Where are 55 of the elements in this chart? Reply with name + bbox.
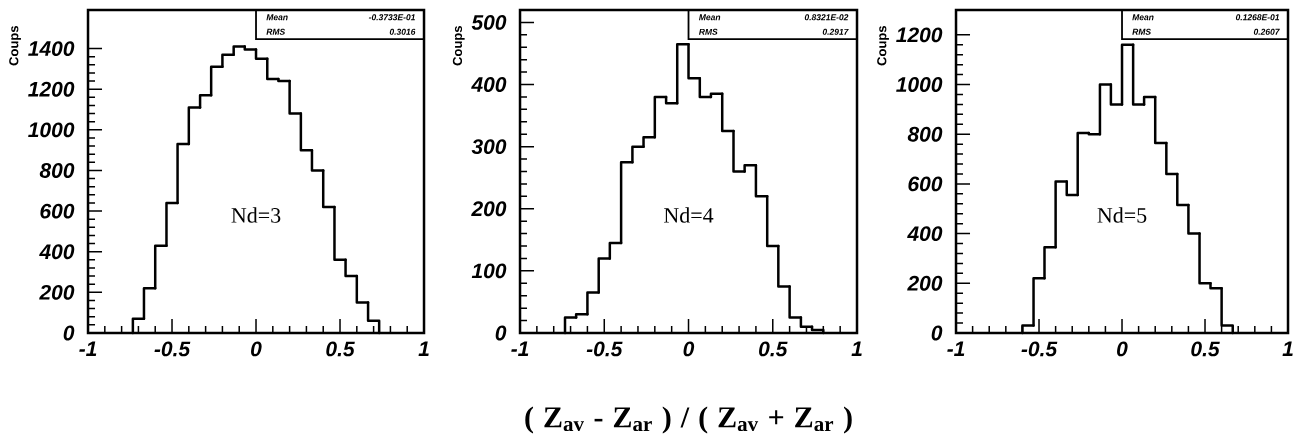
y-tick-label: 1000 bbox=[896, 77, 943, 92]
annotation: 0.2607 bbox=[1253, 28, 1280, 35]
y-tick-label: 0 bbox=[931, 325, 943, 341]
x-tick-label: 0 bbox=[251, 341, 262, 357]
text: ( Z$_{av}$ - Z$_{ar}$ ) / ( Z$_{av}$ + Z$_{ar}$ ) bbox=[525, 406, 852, 434]
annotation: 0.8321E-02 bbox=[804, 14, 849, 21]
y-tick-label: 800 bbox=[907, 126, 943, 142]
y-tick-label: 600 bbox=[908, 176, 943, 192]
annotation: Mean bbox=[1132, 14, 1154, 21]
y-tick-label: 200 bbox=[471, 201, 507, 217]
y-tick-label: 200 bbox=[907, 275, 943, 291]
y-tick-label: 0 bbox=[63, 325, 75, 341]
x-tick-label: -0.5 bbox=[154, 341, 191, 357]
y-tick-label: 300 bbox=[471, 139, 507, 155]
annotation: Nd=5 bbox=[1097, 207, 1147, 223]
annotation: Nd=3 bbox=[231, 207, 281, 223]
y-tick-label: 200 bbox=[39, 284, 75, 300]
y-tick-label: 500 bbox=[471, 14, 507, 30]
y-axis-title: Coups bbox=[9, 26, 21, 66]
x-tick-label: -1 bbox=[511, 341, 529, 356]
y-tick-label: 600 bbox=[40, 203, 75, 219]
y-tick-label: 1000 bbox=[28, 122, 75, 138]
x-tick-label: 0 bbox=[1117, 341, 1128, 357]
y-tick-label: 1200 bbox=[896, 27, 943, 43]
x-tick-label: 0.5 bbox=[326, 341, 355, 357]
x-tick-label: 1 bbox=[418, 341, 429, 356]
y-tick-label: 100 bbox=[471, 263, 507, 279]
annotation: Nd=4 bbox=[664, 207, 714, 223]
y-axis-title: Coups bbox=[877, 26, 889, 66]
x-tick-label: -1 bbox=[947, 341, 965, 356]
y-tick-label: 1200 bbox=[28, 81, 75, 97]
y-tick-label: 400 bbox=[907, 226, 943, 242]
y-tick-label: 400 bbox=[39, 244, 75, 260]
annotation: RMS bbox=[698, 28, 718, 35]
y-tick-label: 800 bbox=[39, 163, 75, 178]
x-tick-label: -1 bbox=[79, 341, 97, 356]
annotation: 0.1268E-01 bbox=[1235, 14, 1280, 21]
annotation: Mean bbox=[266, 14, 288, 21]
x-tick-label: 1 bbox=[1282, 341, 1293, 356]
x-tick-label: -0.5 bbox=[586, 341, 623, 357]
y-tick-label: 0 bbox=[495, 325, 507, 341]
x-tick-label: -0.5 bbox=[1021, 341, 1058, 357]
annotation: Mean bbox=[698, 14, 721, 21]
annotation: 0.3016 bbox=[389, 28, 416, 35]
y-tick-label: 1400 bbox=[28, 41, 75, 57]
x-tick-label: 0 bbox=[683, 341, 695, 357]
annotation: RMS bbox=[1132, 28, 1151, 35]
annotation: RMS bbox=[266, 28, 286, 35]
x-tick-label: 0.5 bbox=[1191, 341, 1220, 357]
x-tick-label: 0.5 bbox=[759, 341, 788, 357]
y-tick-label: 400 bbox=[471, 77, 507, 92]
x-tick-label: 1 bbox=[851, 341, 862, 356]
annotation: 0.2917 bbox=[822, 28, 849, 35]
y-axis-title: Coups bbox=[452, 26, 465, 66]
annotation: -0.3733E-01 bbox=[368, 14, 415, 21]
